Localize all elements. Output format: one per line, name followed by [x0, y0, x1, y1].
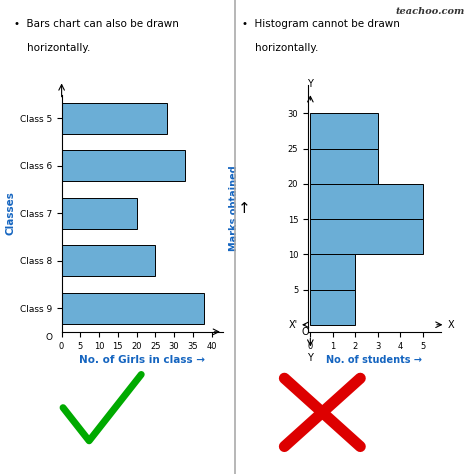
Text: Y: Y — [308, 79, 313, 89]
Bar — [62, 246, 155, 276]
Y-axis label: Marks obtained: Marks obtained — [229, 166, 239, 251]
Text: Y: Y — [308, 353, 313, 363]
Bar — [310, 219, 423, 255]
Text: teachoo.com: teachoo.com — [395, 7, 465, 16]
Text: horizontally.: horizontally. — [242, 43, 318, 53]
Text: O: O — [301, 327, 309, 337]
Bar — [310, 113, 378, 149]
Text: X': X' — [289, 320, 298, 330]
X-axis label: No. of students →: No. of students → — [327, 355, 422, 365]
X-axis label: No. of Girls in class →: No. of Girls in class → — [79, 355, 205, 365]
Text: •  Histogram cannot be drawn: • Histogram cannot be drawn — [242, 19, 400, 29]
Bar — [310, 149, 378, 184]
Text: O: O — [45, 333, 52, 342]
Bar — [310, 290, 356, 325]
Bar — [62, 103, 166, 134]
Bar — [62, 150, 185, 181]
Bar — [310, 255, 356, 290]
Text: •  Bars chart can also be drawn: • Bars chart can also be drawn — [14, 19, 179, 29]
Bar — [62, 292, 204, 323]
Bar — [310, 184, 423, 219]
Y-axis label: Classes: Classes — [6, 191, 16, 235]
Text: ↑: ↑ — [238, 201, 250, 216]
Text: X: X — [447, 320, 454, 330]
Text: horizontally.: horizontally. — [14, 43, 91, 53]
Bar — [62, 198, 137, 229]
